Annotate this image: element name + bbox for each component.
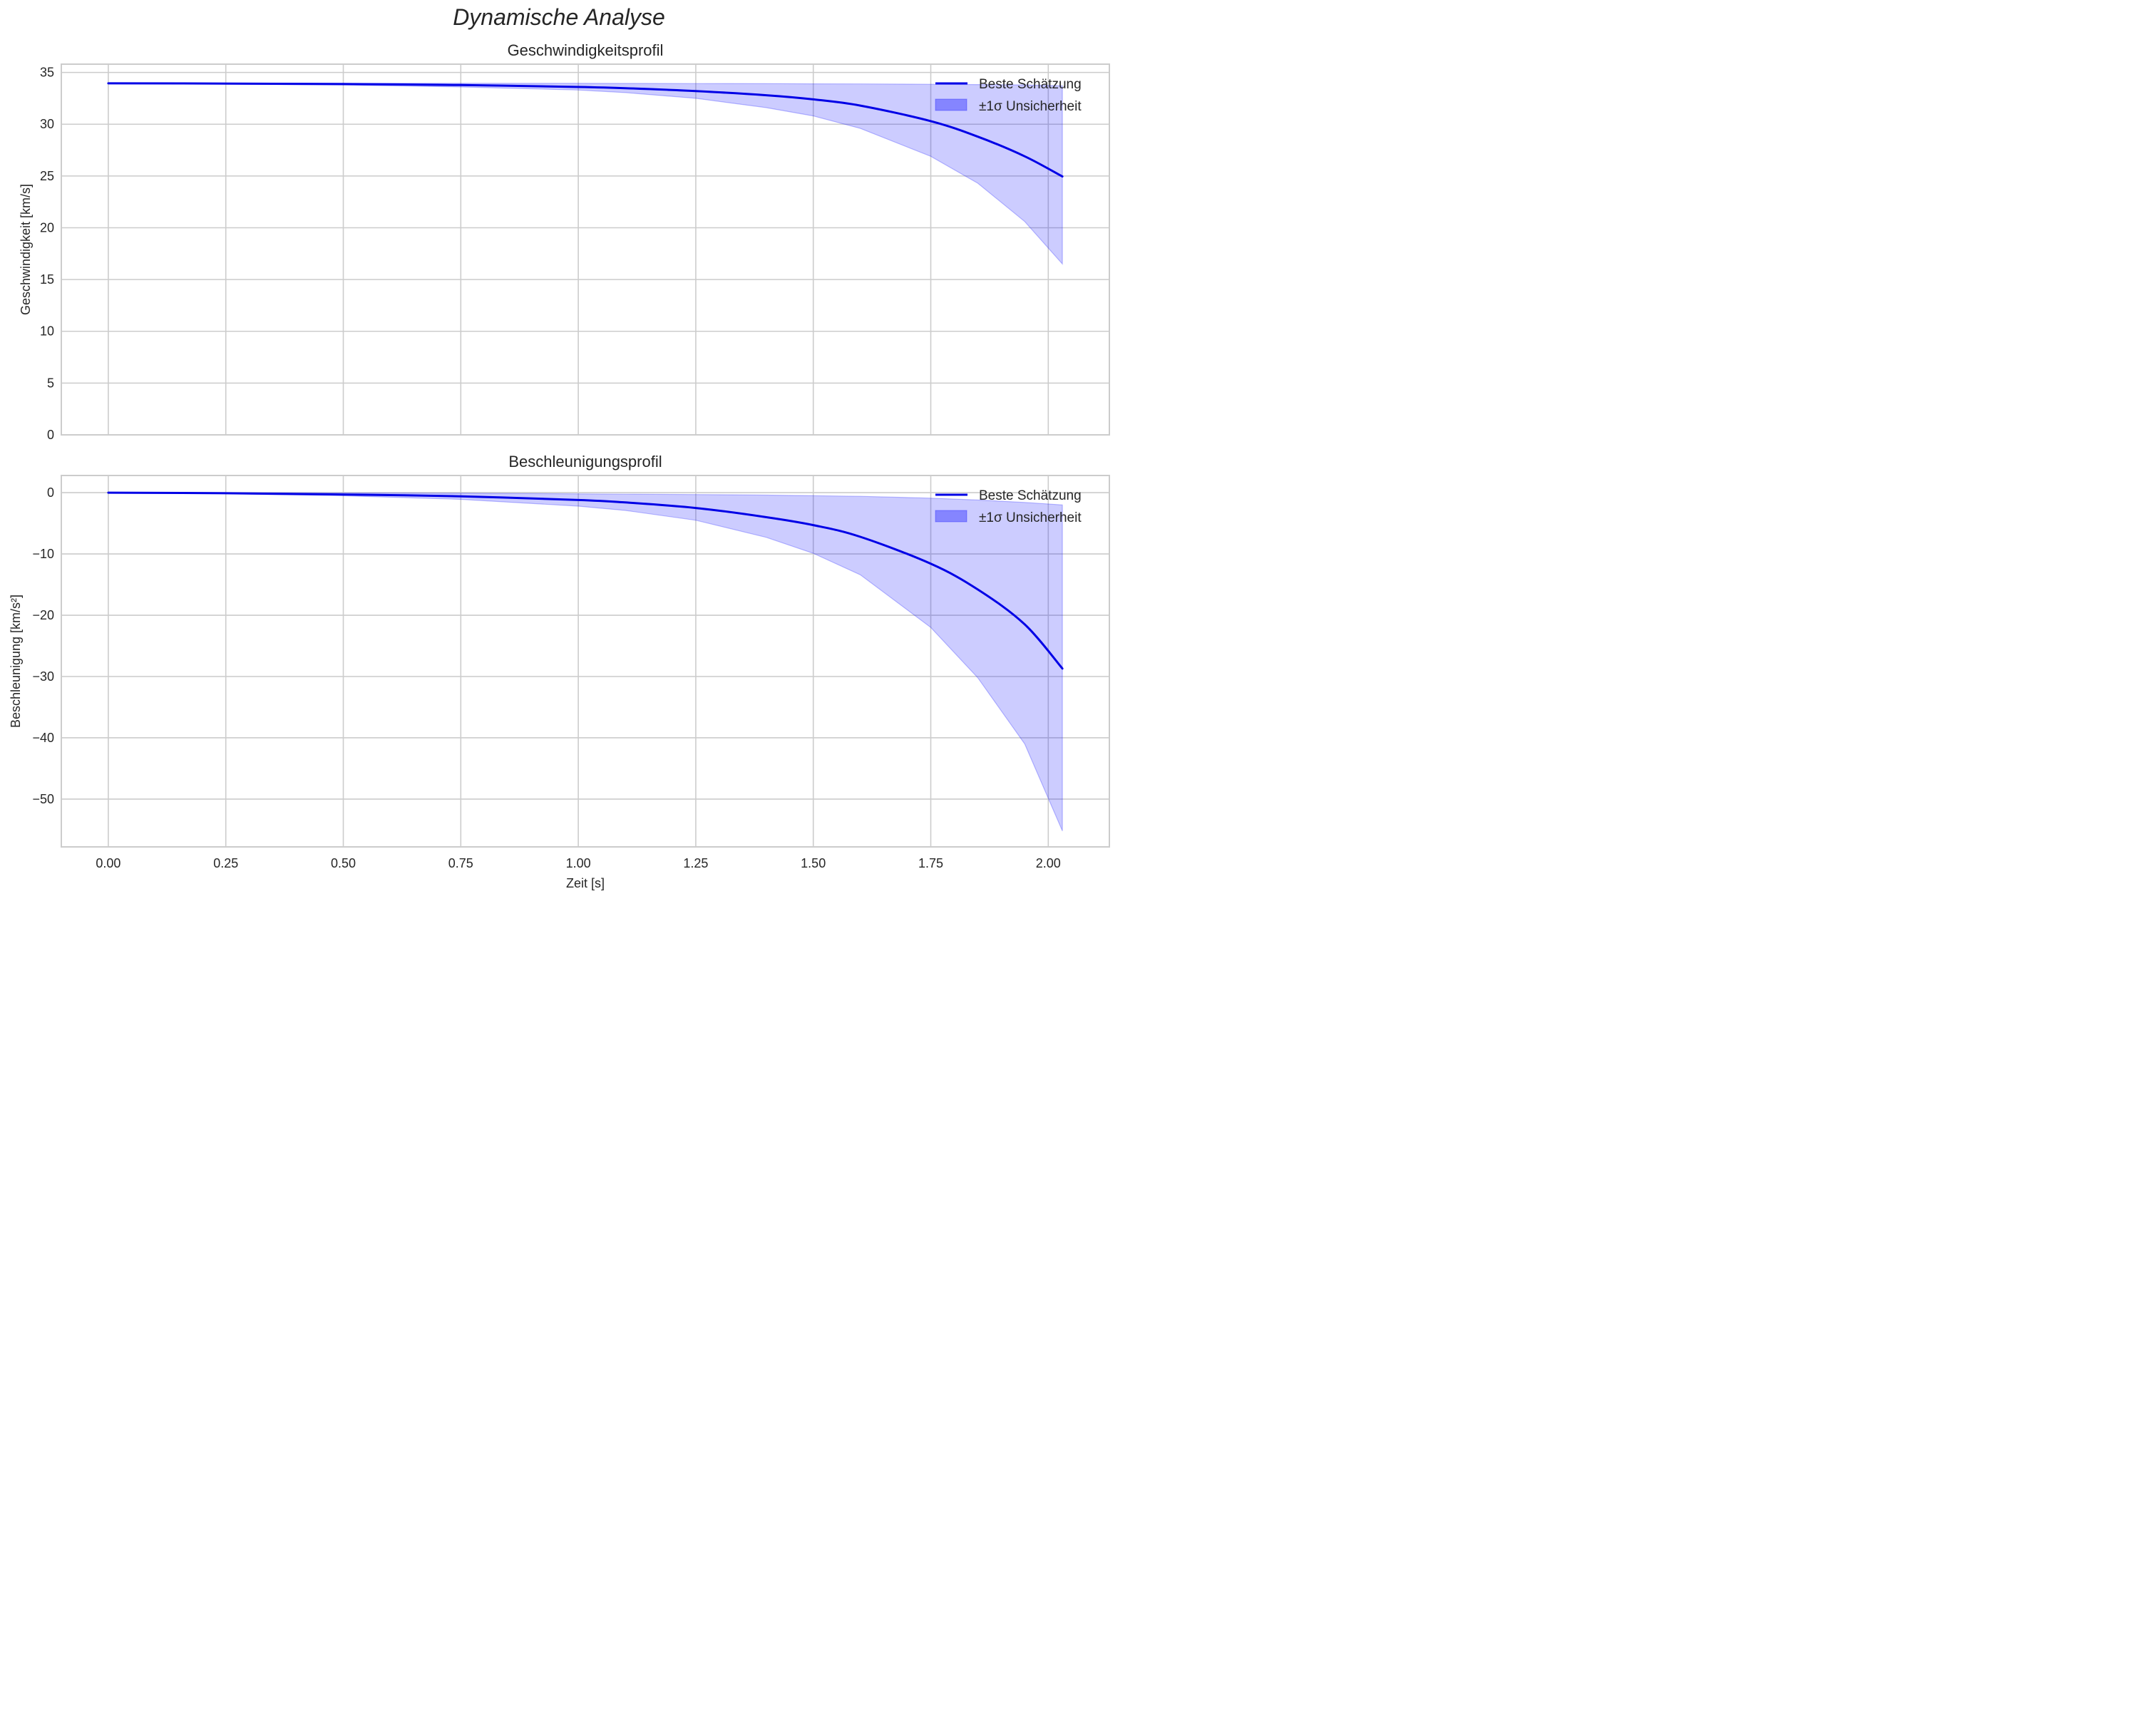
x-tick-label: 1.75 bbox=[918, 856, 943, 870]
x-axis-label: Zeit [s] bbox=[566, 876, 605, 890]
legend: Beste Schätzung ±1σ Unsicherheit bbox=[935, 488, 1082, 525]
best-estimate-line bbox=[107, 491, 1064, 670]
y-tick-label: 0 bbox=[47, 485, 54, 500]
x-tick-label: 1.50 bbox=[801, 856, 826, 870]
acceleration-panel: Beschleunigungsprofil 0 −10 −20 −30 −40 −50 0.0… bbox=[9, 453, 1110, 890]
legend-label: ±1σ Unsicherheit bbox=[979, 510, 1082, 525]
legend-label: Beste Schätzung bbox=[979, 77, 1082, 92]
uncertainty-band bbox=[108, 83, 1063, 265]
panel-title: Beschleunigungsprofil bbox=[508, 453, 662, 470]
axes-frame bbox=[61, 475, 1110, 848]
x-tick-label: 0.50 bbox=[331, 856, 356, 870]
y-tick-label: 10 bbox=[40, 324, 54, 339]
y-axis-label: Beschleunigung [km/s²] bbox=[9, 595, 23, 728]
x-tick-label: 0.00 bbox=[96, 856, 120, 870]
y-tick-label: −10 bbox=[32, 547, 54, 561]
legend-band-swatch bbox=[935, 510, 967, 523]
x-tick-label: 0.75 bbox=[448, 856, 473, 870]
y-tick-label: 25 bbox=[40, 169, 54, 183]
x-tick-label: 1.25 bbox=[683, 856, 708, 870]
x-tick-label: 0.25 bbox=[213, 856, 238, 870]
panel-title: Geschwindigkeitsprofil bbox=[508, 41, 664, 59]
velocity-panel: Geschwindigkeitsprofil 0 5 10 15 20 25 30 35 Gesc… bbox=[19, 41, 1110, 442]
y-tick-label: 15 bbox=[40, 272, 54, 287]
y-axis-label: Geschwindigkeit [km/s] bbox=[19, 184, 33, 315]
y-tick-label: 35 bbox=[40, 66, 54, 80]
uncertainty-band bbox=[108, 492, 1063, 831]
best-estimate-line bbox=[107, 82, 1064, 178]
y-tick-label: 0 bbox=[47, 428, 54, 442]
y-tick-label: 20 bbox=[40, 220, 54, 235]
y-tick-label: −40 bbox=[32, 731, 54, 745]
legend: Beste Schätzung ±1σ Unsicherheit bbox=[935, 77, 1082, 114]
y-tick-label: 5 bbox=[47, 376, 54, 390]
figure-canvas: Geschwindigkeitsprofil 0 5 10 15 20 25 30 35 Gesc… bbox=[9, 41, 1110, 890]
legend-label: ±1σ Unsicherheit bbox=[979, 99, 1082, 114]
y-tick-label: −20 bbox=[32, 608, 54, 622]
legend-band-swatch bbox=[935, 98, 967, 111]
x-tick-label: 2.00 bbox=[1036, 856, 1061, 870]
legend-label: Beste Schätzung bbox=[979, 488, 1082, 503]
y-tick-label: −30 bbox=[32, 669, 54, 684]
x-tick-label: 1.00 bbox=[566, 856, 591, 870]
axes-frame bbox=[61, 63, 1110, 436]
figure-suptitle: Dynamische Analyse bbox=[453, 4, 665, 30]
y-tick-label: −50 bbox=[32, 792, 54, 806]
y-tick-label: 30 bbox=[40, 117, 54, 131]
